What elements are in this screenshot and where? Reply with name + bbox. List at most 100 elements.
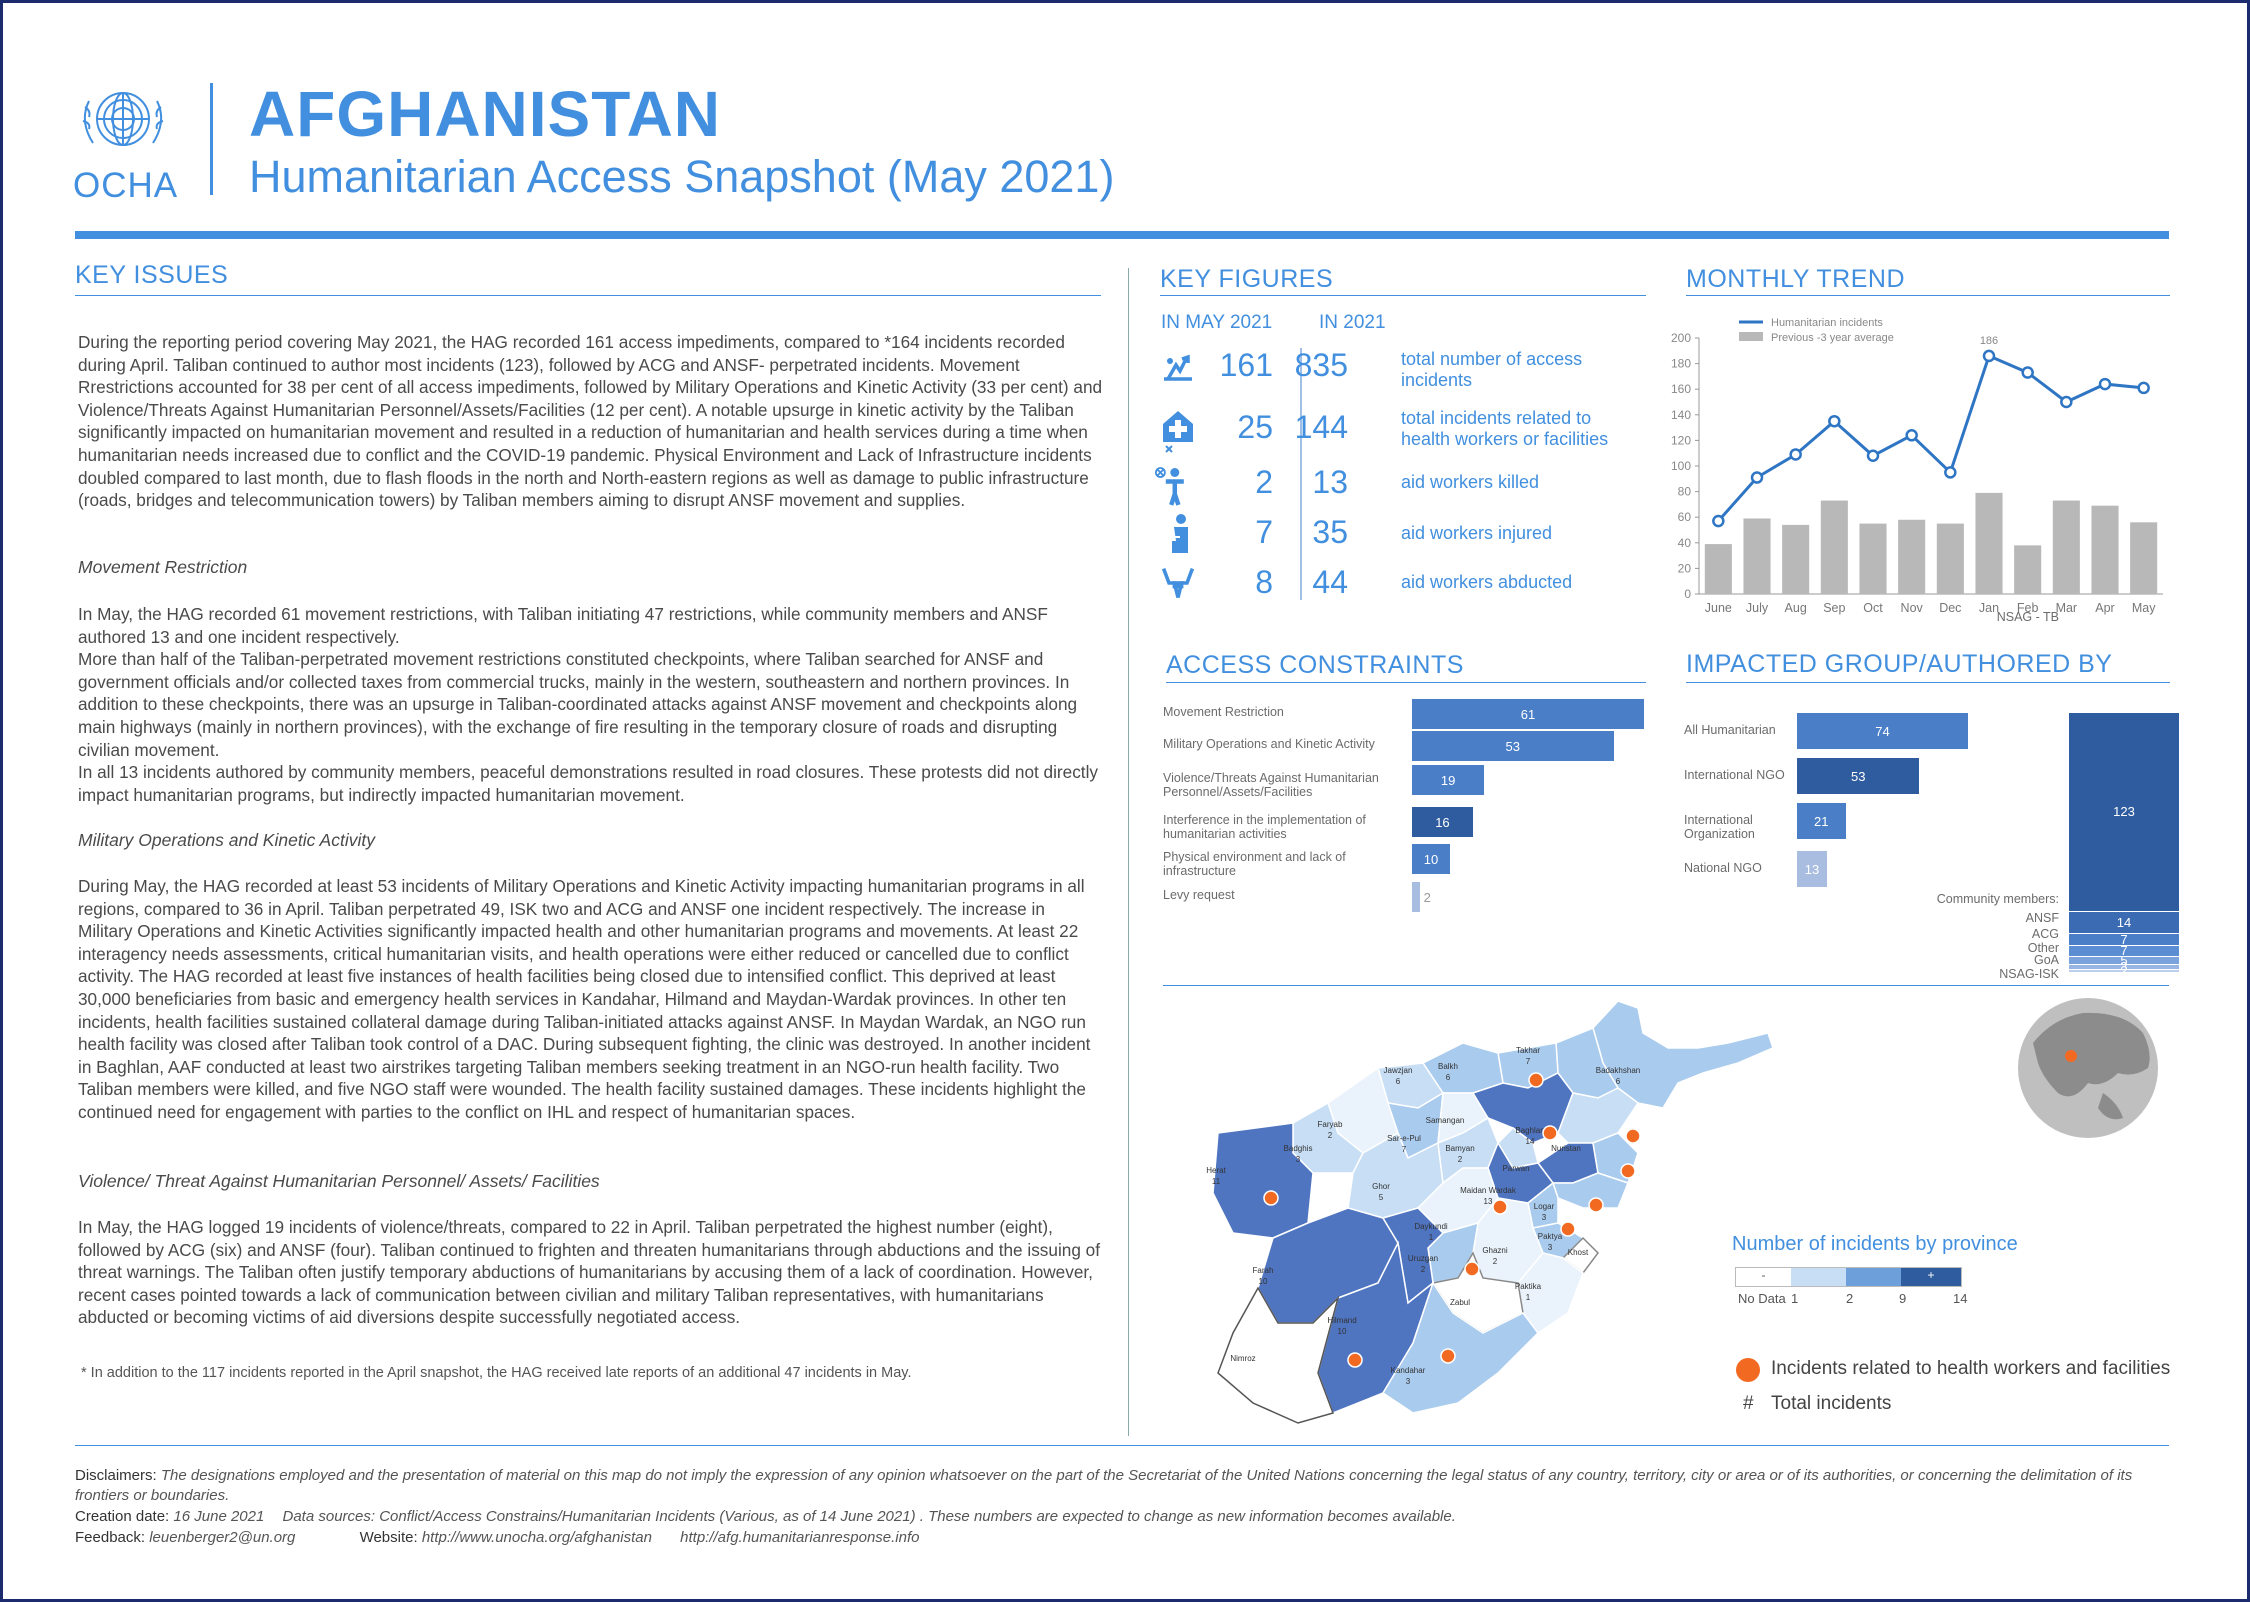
province-label: Hilmand [1327, 1316, 1356, 1325]
trend-point [1828, 414, 1841, 428]
un-emblem-icon [82, 92, 164, 146]
total-incidents-icon: # [1743, 1393, 1754, 1414]
impacted-group-bar: 74 [1797, 713, 1968, 749]
province-kandahar [1381, 1281, 1539, 1414]
authored-by-label: ANSF [2025, 911, 2059, 925]
key-issues-heading: KEY ISSUES [75, 261, 229, 289]
y-tick-label: 20 [1678, 561, 1692, 575]
province-count: 11 [1212, 1177, 1221, 1186]
province-label: Logar [1534, 1202, 1555, 1211]
trend-point [2098, 377, 2112, 391]
province-label: Badghis [1284, 1144, 1313, 1153]
trend-point [1982, 349, 1996, 363]
province-label: Daykundi [1414, 1222, 1448, 1231]
disclaimer-text: The designations employed and the presen… [75, 1467, 2133, 1504]
legend-line-label: Humanitarian incidents [1771, 317, 1883, 329]
province-label: Baghlan [1515, 1126, 1544, 1135]
access-constraint-label: Levy request [1163, 888, 1235, 902]
kf-year-value: 144 [1294, 409, 1348, 445]
health-incident-marker [1492, 1199, 1508, 1215]
province-count: 1 [1429, 1233, 1434, 1242]
access-constraint-bar: 61 [1412, 699, 1644, 729]
health-incident-marker [1620, 1163, 1636, 1179]
legend-bar-label: Previous -3 year average [1771, 332, 1894, 344]
access-constraint-label: Physical environment and lack of infrast… [1163, 850, 1346, 878]
monthly-trend-chart: Humanitarian incidents Previous -3 year … [1671, 317, 2163, 615]
violence-threat-heading: Violence/ Threat Against Humanitarian Pe… [78, 1171, 600, 1191]
health-incident-marker [1560, 1221, 1576, 1237]
access-constraint-label: Interference in the implementation of hu… [1163, 813, 1366, 841]
kf-desc: total incidents related to health worker… [1401, 408, 1609, 449]
access-constraint-value: 2 [1423, 890, 1431, 905]
province-count: 6 [1616, 1077, 1621, 1086]
y-tick-label: 40 [1678, 536, 1692, 550]
trend-point [1712, 514, 1725, 528]
globe-locator [2018, 998, 2158, 1138]
kf-may-value: 7 [1255, 514, 1273, 550]
movement-restriction-heading: Movement Restriction [78, 557, 248, 577]
province-label: Bamyan [1445, 1144, 1474, 1153]
military-operations-heading: Military Operations and Kinetic Activity [78, 830, 375, 850]
feedback-email[interactable]: leuenberger2@un.org [149, 1529, 296, 1546]
feedback-line: Feedback: leuenberger2@un.org Website: h… [75, 1529, 919, 1546]
trend-point [2021, 366, 2034, 379]
y-tick-label: 60 [1678, 510, 1692, 524]
website-link-2[interactable]: http://afg.humanitarianresponse.info [680, 1529, 920, 1546]
province-count: 14 [1526, 1137, 1535, 1146]
authored-by-label: NSAG-ISK [1999, 967, 2059, 981]
trend-bar [1859, 523, 1887, 594]
authored-by-label: ACG [2031, 927, 2059, 941]
website-label: Website: [359, 1529, 418, 1546]
trend-bar [2014, 545, 2042, 594]
scale-tick-2: 2 [1846, 1291, 1854, 1306]
trend-bar [1743, 518, 1771, 594]
province-label: Samangan [1426, 1116, 1465, 1125]
afghanistan-map: Jawzjan 6 Balkh 6 Takhar 7 Badakhshan 6 Faryab 2 S… [1206, 1000, 1774, 1424]
map-top-rule [1163, 985, 2169, 986]
footer-rule [75, 1445, 2169, 1446]
x-tick-label: Nov [1901, 601, 1924, 615]
province-count: 10 [1259, 1277, 1268, 1286]
y-tick-label: 80 [1678, 485, 1692, 499]
website-link-1[interactable]: http://www.unocha.org/afghanistan [421, 1529, 652, 1546]
province-label: Maidan Wardak [1460, 1186, 1517, 1195]
disclaimer-label: Disclaimers: [75, 1467, 157, 1484]
health-incident-marker [1347, 1352, 1363, 1368]
trend-line [1717, 353, 2144, 523]
province-label: Badakhshan [1596, 1066, 1640, 1075]
authored-by-label: NSAG - TB [1996, 610, 2059, 624]
scale-nodata: - [1736, 1268, 1791, 1286]
x-tick-label: May [2132, 601, 2156, 615]
authored-by-label: Other [2027, 941, 2059, 955]
health-facility-icon [1163, 411, 1193, 453]
trend-bar [1975, 492, 2003, 594]
key-figures-col-year: IN 2021 [1319, 312, 1386, 333]
impacted-group-heading: IMPACTED GROUP/AUTHORED BY [1686, 650, 2113, 678]
scale-mid [1846, 1268, 1901, 1286]
health-incident-marker [1542, 1125, 1558, 1141]
x-tick-label: June [1705, 601, 1732, 615]
scale-high: + [1901, 1268, 1961, 1286]
province-label: Nimroz [1230, 1354, 1255, 1363]
scale-tick-1: 1 [1791, 1291, 1799, 1306]
trend-point [1750, 471, 1764, 484]
y-tick-label: 200 [1671, 331, 1691, 345]
x-tick-label: Oct [1863, 601, 1883, 615]
kf-may-value: 2 [1255, 464, 1273, 500]
x-tick-label: Feb [2017, 601, 2039, 615]
map-scale-bar: - + [1735, 1267, 1962, 1287]
monthly-trend-rule [1686, 295, 2170, 296]
aid-worker-abducted-icon [1161, 567, 1195, 598]
province-count: 10 [1338, 1327, 1347, 1336]
x-tick-label: Sep [1823, 601, 1845, 615]
key-issues-intro: During the reporting period covering May… [78, 332, 1103, 511]
trend-bar [1898, 519, 1926, 594]
map-legend-title: Number of incidents by province [1732, 1233, 2018, 1255]
health-incident-marker [1464, 1261, 1480, 1277]
key-figures-heading: KEY FIGURES [1160, 265, 1334, 293]
province-label: Kandahar [1391, 1366, 1426, 1375]
province-label: Balkh [1438, 1062, 1458, 1071]
trend-bar [1704, 544, 1732, 594]
impacted-group-bar: 13 [1797, 851, 1828, 887]
